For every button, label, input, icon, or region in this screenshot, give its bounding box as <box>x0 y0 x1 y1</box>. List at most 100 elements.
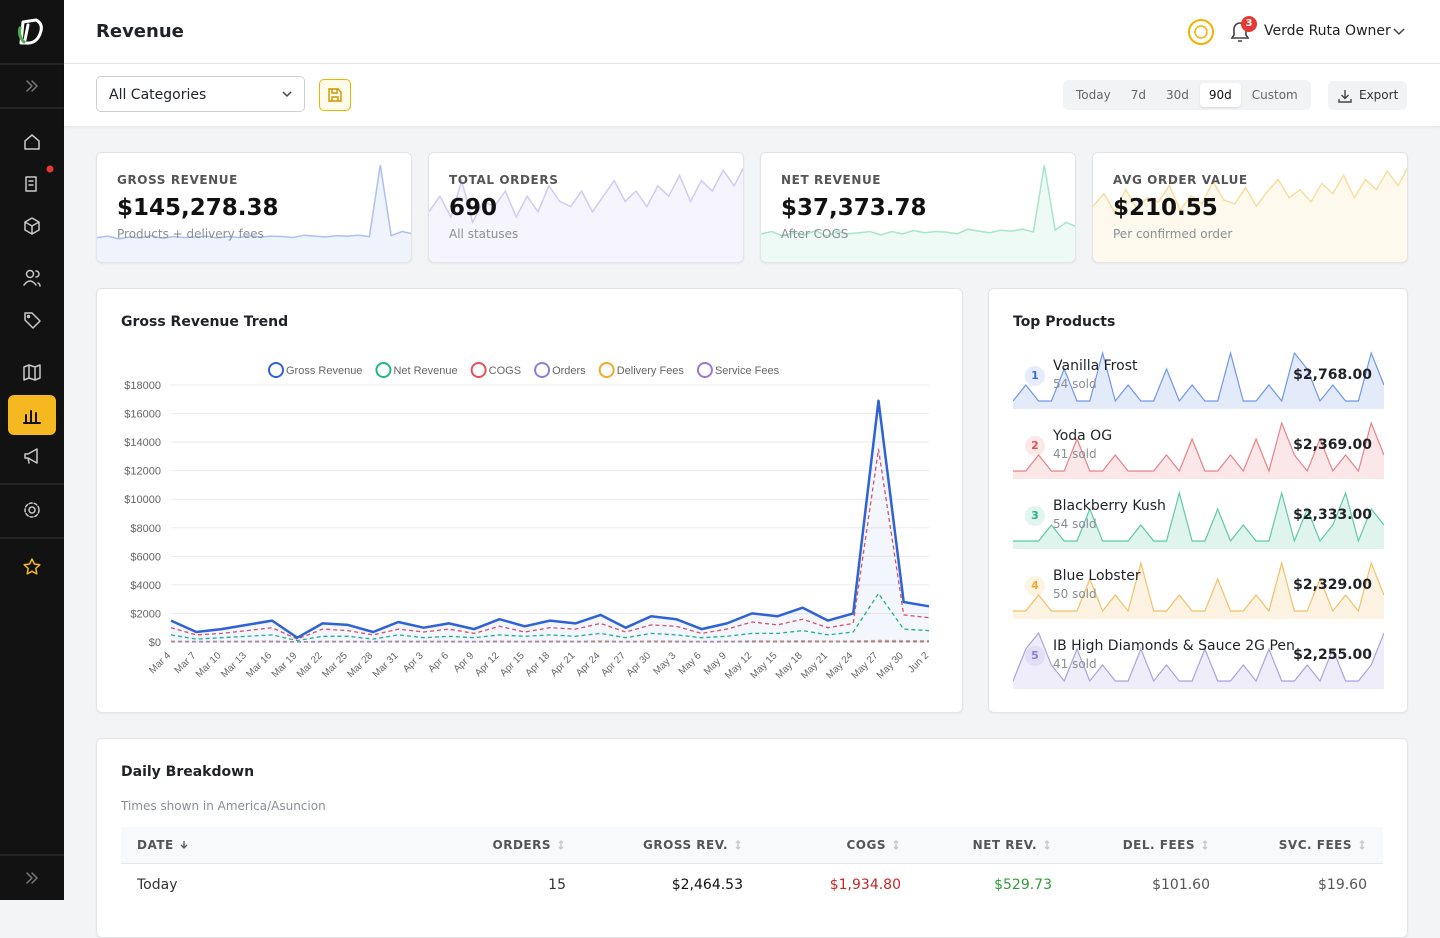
y-tick-label: $14000 <box>124 437 161 449</box>
save-glyph <box>329 89 341 101</box>
legend-marker[interactable] <box>376 363 390 377</box>
sort-icon <box>891 840 901 850</box>
legend-marker[interactable] <box>698 363 712 377</box>
table-cell: Today <box>121 863 411 906</box>
legend-marker[interactable] <box>535 363 549 377</box>
export-button[interactable]: Export <box>1328 81 1407 110</box>
x-tick-label: May 6 <box>677 650 704 677</box>
x-tick-label: Apr 30 <box>625 650 654 679</box>
sort-icon <box>733 840 743 850</box>
help-glyph <box>1195 26 1207 38</box>
x-tick-label: Apr 12 <box>473 650 502 679</box>
orders-icon[interactable] <box>26 177 36 191</box>
range-option[interactable]: 30d <box>1157 83 1198 107</box>
product-name: Vanilla Frost <box>1053 358 1137 374</box>
kpi-value: $145,278.38 <box>117 195 279 221</box>
table-cell: $19.60 <box>1226 863 1383 906</box>
save-icon <box>320 80 350 110</box>
column-label: COGS <box>847 838 887 852</box>
legend-marker[interactable] <box>600 363 614 377</box>
category-select[interactable]: All Categories <box>96 76 305 112</box>
legend-label[interactable]: Delivery Fees <box>617 365 685 377</box>
range-option[interactable]: Custom <box>1243 83 1307 107</box>
chevron-down[interactable] <box>1392 26 1406 38</box>
kpi-label: GROSS REVENUE <box>117 173 238 187</box>
product-rank: 2 <box>1025 436 1045 456</box>
legend-label[interactable]: Net Revenue <box>393 365 457 377</box>
range-option[interactable]: Today <box>1067 83 1120 107</box>
sort-arrow <box>894 841 898 849</box>
select-value: All Categories <box>109 87 206 103</box>
x-tick-label: May 21 <box>799 650 830 681</box>
column-header[interactable]: SVC. FEES <box>1226 827 1383 863</box>
legend-label[interactable]: Orders <box>552 365 586 377</box>
product-revenue: $2,255.00 <box>1293 647 1372 663</box>
export-label: Export <box>1359 88 1398 102</box>
home-icon[interactable] <box>25 135 39 149</box>
expand-icon[interactable] <box>27 81 37 91</box>
legend-label[interactable]: Gross Revenue <box>286 365 362 377</box>
legend-marker[interactable] <box>269 363 283 377</box>
x-tick-label: Apr 21 <box>549 650 578 679</box>
favorites-icon[interactable] <box>24 559 40 574</box>
map-icon[interactable] <box>24 365 40 380</box>
range-option[interactable]: 90d <box>1200 83 1241 107</box>
table-cell: $1,934.80 <box>759 863 917 906</box>
legend-label[interactable]: Service Fees <box>715 365 780 377</box>
customers-icon[interactable] <box>27 271 34 278</box>
legend-label[interactable]: COGS <box>489 365 521 377</box>
save-button[interactable] <box>319 79 351 111</box>
table-cell: $101.60 <box>1068 863 1226 906</box>
expand-icon[interactable] <box>27 873 37 883</box>
product-name: IB High Diamonds & Sauce 2G Pen <box>1053 638 1295 654</box>
tags-icon[interactable] <box>25 313 40 328</box>
x-tick-label: Mar 16 <box>244 650 274 680</box>
chevron-path <box>283 92 291 96</box>
settings-icon[interactable] <box>29 507 35 513</box>
product-rank: 5 <box>1025 646 1045 666</box>
products-icon[interactable] <box>25 218 39 234</box>
column-header[interactable]: NET REV. <box>917 827 1068 863</box>
kpi-label: TOTAL ORDERS <box>449 173 558 187</box>
y-tick-label: $8000 <box>130 523 161 535</box>
sidebar <box>0 0 64 900</box>
column-header[interactable]: ORDERS <box>411 827 582 863</box>
timezone-note: Times shown in America/Asuncion <box>121 799 326 813</box>
column-label: NET REV. <box>973 838 1037 852</box>
x-tick-label: Mar 28 <box>345 650 375 680</box>
y-tick-label: $0 <box>149 637 161 649</box>
help-icon[interactable] <box>1184 14 1224 50</box>
series-line <box>171 449 929 639</box>
product-rank: 3 <box>1025 506 1045 526</box>
table-cell: 15 <box>411 863 582 906</box>
column-header[interactable]: DATE <box>121 827 411 863</box>
range-option[interactable]: 7d <box>1122 83 1155 107</box>
marketing-icon[interactable] <box>25 449 37 463</box>
chevron <box>281 90 293 100</box>
y-tick-label: $2000 <box>130 608 161 620</box>
kpi-note: All statuses <box>449 227 518 241</box>
y-tick-label: $4000 <box>130 580 161 592</box>
help-circle <box>1189 20 1213 44</box>
table-cell: $2,464.53 <box>582 863 759 906</box>
sort-arrow <box>559 841 563 849</box>
column-header[interactable]: COGS <box>759 827 917 863</box>
user-menu[interactable]: Verde Ruta Owner <box>1264 23 1391 39</box>
legend-marker[interactable] <box>472 363 486 377</box>
product-rank: 4 <box>1025 576 1045 596</box>
product-rank: 1 <box>1025 366 1045 386</box>
column-header[interactable]: GROSS REV. <box>582 827 759 863</box>
logo[interactable] <box>21 20 41 43</box>
column-header[interactable]: DEL. FEES <box>1068 827 1226 863</box>
product-name: Yoda OG <box>1053 428 1112 444</box>
